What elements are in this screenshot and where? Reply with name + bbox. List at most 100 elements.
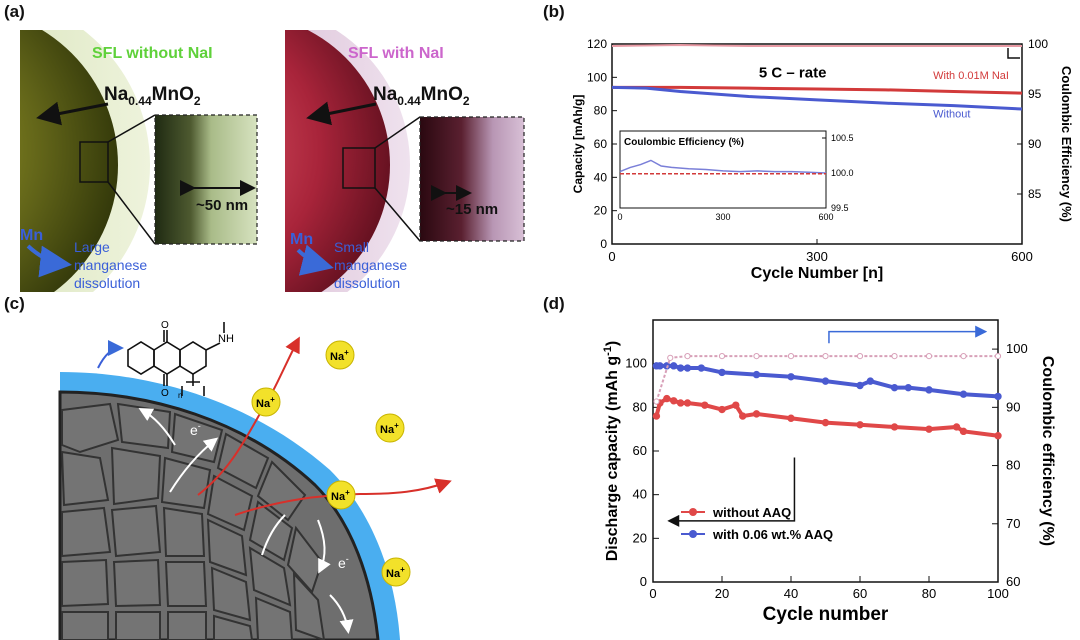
chart-d: 0 20 40 60 80 10002040608010060708090100Cycle… xyxy=(602,319,1056,625)
chart-b: 0 300 600 0 20 40 60 80 100 120 85 90 95 100 Cycle Num… xyxy=(571,37,1074,282)
chart-d-ytick-label-3: 60 xyxy=(633,443,647,458)
inset-xtick-label-1: 300 xyxy=(715,212,730,222)
ion-path-2 xyxy=(234,478,452,516)
grain-14 xyxy=(162,506,206,557)
chart-b-xtick-label-2: 600 xyxy=(1011,249,1033,264)
chart-d-y2tick-label-2: 80 xyxy=(1006,458,1020,473)
chart-d-point-1-13 xyxy=(890,383,899,392)
chart-d-y2tick-label-4: 100 xyxy=(1006,341,1028,356)
particle-with-nai xyxy=(285,30,410,292)
chart-d-right-axis-arrow xyxy=(828,325,988,344)
chart-b-ytick-label-0: 0 xyxy=(600,237,607,251)
grain-22 xyxy=(254,596,294,640)
chart-d-point-0-0 xyxy=(652,412,661,420)
chart-d-point-1-6 xyxy=(697,364,705,372)
chart-d-point-0-12 xyxy=(821,418,830,427)
na-ion-4: Na+ xyxy=(326,480,356,510)
chart-d-point-2-9 xyxy=(925,352,933,360)
title-with-nai: SFL with NaI xyxy=(348,45,444,62)
inset-frame xyxy=(619,130,827,209)
thickness-right: ~15 nm xyxy=(446,201,498,218)
nh-label: NH xyxy=(218,333,234,345)
grain-6 xyxy=(60,450,110,507)
mn-label-left: Mn xyxy=(20,227,43,244)
material-label-left: Na0.44MnO2 xyxy=(104,84,201,108)
chart-b-series-2 xyxy=(611,43,1022,47)
svg-text:Na+: Na+ xyxy=(386,565,405,580)
chart-d-point-0-17 xyxy=(959,427,968,436)
chart-d-point-0-6 xyxy=(701,401,709,409)
grain-20 xyxy=(164,561,208,607)
title-without-nai: SFL without NaI xyxy=(92,45,213,62)
svg-text:Na+: Na+ xyxy=(331,488,350,503)
material-label-right: Na0.44MnO2 xyxy=(373,84,470,108)
chart-d-point-0-15 xyxy=(925,425,933,433)
panel-label-c: (c) xyxy=(4,294,25,313)
chart-b-ytick-label-6: 120 xyxy=(587,37,607,51)
inset-series-0 xyxy=(619,159,827,174)
chart-b-legend-1: Without xyxy=(933,108,970,120)
mn-arrow-right xyxy=(296,244,334,276)
mn-label-right: Mn xyxy=(290,231,313,248)
electron-arrow-5 xyxy=(329,594,354,634)
panel-label-a: (a) xyxy=(4,2,25,21)
panel-label-b: (b) xyxy=(543,2,565,21)
chart-d-point-2-3 xyxy=(718,352,726,360)
chart-d-point-0-4 xyxy=(676,399,685,407)
chart-d-point-1-15 xyxy=(925,386,933,394)
chart-d-point-0-14 xyxy=(890,423,899,431)
inset-ytick-label-2: 100.5 xyxy=(831,133,854,143)
chart-d-point-2-4 xyxy=(753,352,760,360)
chart-d-point-2-8 xyxy=(891,352,898,360)
chart-d-xtick-label-0: 0 xyxy=(649,586,656,601)
chart-d-point-0-7 xyxy=(718,405,726,414)
chart-d-point-0-8 xyxy=(732,401,740,409)
chart-d-point-1-11 xyxy=(856,381,864,390)
chart-d-frame xyxy=(652,319,999,583)
chart-d-ytick-label-4: 80 xyxy=(633,399,647,414)
chart-d-legend-label-0: without AAQ xyxy=(712,505,791,520)
chart-d-point-1-16 xyxy=(959,390,968,398)
na-ion-3: Na+ xyxy=(375,413,405,443)
panel-label-d: (d) xyxy=(543,294,565,313)
chart-d-point-2-10 xyxy=(960,352,967,360)
particle-grains xyxy=(60,402,326,640)
chart-d-point-2-1 xyxy=(667,354,674,361)
grain-13 xyxy=(110,504,162,558)
chart-d-point-1-9 xyxy=(787,373,795,381)
chart-b-ytick-label-4: 80 xyxy=(594,104,608,118)
chart-b-ytick-label-5: 100 xyxy=(587,70,607,84)
chart-b-y2tick-label-1: 90 xyxy=(1028,137,1042,151)
electron-arrow-4 xyxy=(317,519,331,574)
chart-d-point-2-0 xyxy=(653,398,660,405)
chart-d-point-2-5 xyxy=(787,352,795,360)
chart-d-point-1-10 xyxy=(821,377,830,385)
inset-ytick-label-0: 99.5 xyxy=(831,203,849,213)
inset-title: Coulombic Efficiency (%) xyxy=(624,137,744,148)
chart-d-point-0-13 xyxy=(856,421,864,429)
na-ion-5: Na+ xyxy=(381,557,411,587)
chart-d-xtick-label-4: 80 xyxy=(922,586,936,601)
chart-d-point-0-10 xyxy=(752,410,761,418)
svg-text:Na+: Na+ xyxy=(330,348,349,363)
electron-label-1: e- xyxy=(190,421,201,438)
arrow-material-right xyxy=(306,101,377,126)
inset-xtick-label-0: 0 xyxy=(617,212,622,222)
grain-1 xyxy=(61,402,120,454)
inset-xtick-label-2: 600 xyxy=(818,212,833,222)
arrow-material-left xyxy=(36,101,109,126)
chart-d-point-1-14 xyxy=(904,383,912,392)
chart-d-point-1-12 xyxy=(866,377,875,385)
svg-text:Na0.44MnO2: Na0.44MnO2 xyxy=(104,84,201,108)
chart-d-left-axis-arrow xyxy=(667,457,796,527)
na-ion-2: Na+ xyxy=(325,340,355,370)
chart-d-point-0-5 xyxy=(683,399,692,407)
chart-d-point-2-7 xyxy=(856,352,864,360)
polymer-arrow xyxy=(97,340,124,369)
chart-b-axis-pointer xyxy=(1007,48,1020,59)
chart-d-ytick-label-1: 20 xyxy=(633,530,647,545)
chart-b-y2tick-label-0: 85 xyxy=(1028,187,1042,201)
chart-d-point-2-6 xyxy=(822,352,829,360)
chart-d-ytick-label-5: 100 xyxy=(625,356,647,371)
grain-7 xyxy=(110,446,162,506)
